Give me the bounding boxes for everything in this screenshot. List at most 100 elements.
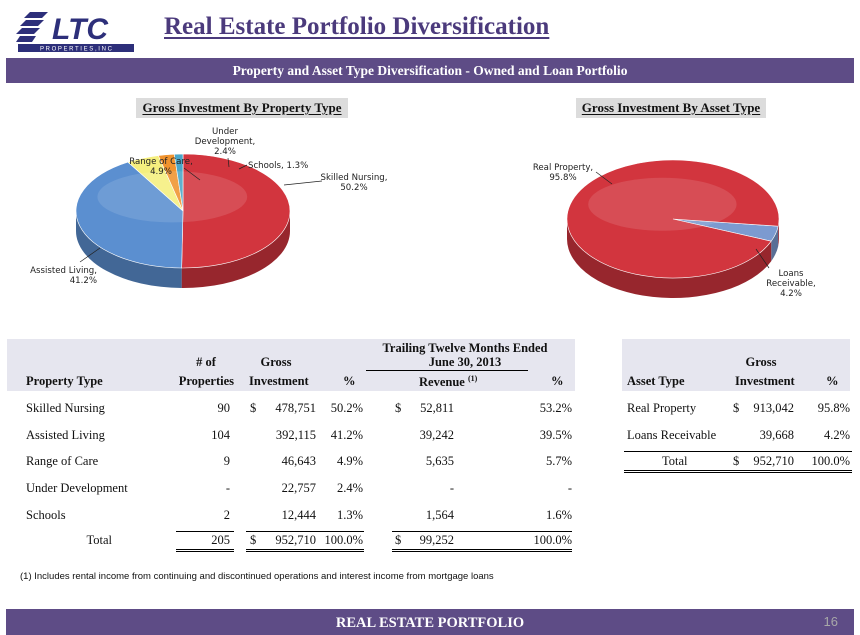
total-rev-dollar: $ [395,533,402,547]
ttm-header: Trailing Twelve Months Ended [382,341,548,355]
row-pct: 41.2% [330,428,363,442]
revenue-header: Revenue (1) [419,374,478,390]
total-count: 205 [211,533,230,547]
logo-stripes [16,12,48,42]
row-revenue: 1,564 [425,508,454,522]
row-investment: 392,115 [275,428,316,442]
asset-row-dollar: $ [733,401,740,415]
rev-pct-header: % [551,374,564,388]
investment-header-1: Gross [260,355,292,369]
row-property-type: Assisted Living [26,428,105,442]
row-rev-pct: 5.7% [545,454,572,468]
row-dollar: $ [250,401,257,415]
row-rev-dollar: $ [395,401,402,415]
ttm-date-header: June 30, 2013 [428,355,502,369]
leader-under-development [227,157,230,168]
leader-assisted-living [79,247,101,263]
row-count: 9 [223,454,230,468]
row-count: 104 [211,428,230,442]
total-label: Total [86,533,112,547]
row-revenue: 5,635 [425,454,454,468]
total-pct: 100.0% [324,533,363,547]
row-property-type: Range of Care [26,454,99,468]
property-type-header: Property Type [26,374,103,388]
leader-schools [238,164,248,170]
label-under-development: Under Development, 2.4% [195,127,256,157]
row-pct: 2.4% [336,481,363,495]
investment-total-rule [246,531,364,532]
row-investment: 478,751 [275,401,316,415]
asset-chart-title: Gross Investment By Asset Type [576,98,766,118]
asset-pct-header: % [826,374,839,388]
row-revenue: 39,242 [419,428,454,442]
asset-row-type: Real Property [627,401,697,415]
subtitle-band: Property and Asset Type Diversification … [6,58,854,83]
ttm-underline [366,370,528,371]
row-pct: 1.3% [336,508,363,522]
asset-total-investment: 952,710 [753,454,794,468]
label-schools: Schools, 1.3% [248,161,308,171]
revenue-double-rule [392,549,572,552]
logo-subtext: P R O P E R T I E S , I N C [40,47,113,53]
leader-range-of-care [183,167,201,181]
property-type-pie-chart: Skilled Nursing, 50.2% Assisted Living, 41.… [30,127,387,288]
asset-total-label: Total [662,454,688,468]
asset-total-rule [624,451,852,452]
row-revenue: - [449,481,454,495]
row-revenue: 52,811 [420,401,454,415]
asset-slice-side-1 [567,219,772,298]
row-rev-pct: 1.6% [545,508,572,522]
total-rev-pct: 100.0% [533,533,572,547]
footer-band: REAL ESTATE PORTFOLIO [6,609,854,635]
count-header-1: # of [196,355,216,369]
asset-row-investment: 39,668 [759,428,794,442]
property-chart-title: Gross Investment By Property Type [136,98,348,118]
label-loans-receivable: Loans Receivable, 4.2% [766,269,816,299]
logo-text: LTC [52,13,109,46]
row-rev-pct: - [567,481,572,495]
asset-row-investment: 913,042 [753,401,794,415]
row-property-type: Schools [26,508,66,522]
row-investment: 12,444 [281,508,316,522]
asset-slice-real-property [566,159,780,279]
property-gloss [97,171,248,223]
leader-skilled-nursing [283,180,323,186]
asset-table-header [622,339,850,391]
investment-double-rule [246,549,364,552]
row-rev-pct: 39.5% [539,428,572,442]
label-real-property: Real Property, 95.8% [533,163,593,183]
asset-gross-header: Gross [745,355,777,369]
count-header-2: Properties [178,374,234,388]
row-count: 90 [217,401,231,415]
investment-header-2: Investment [249,374,309,388]
property-slice-side-0 [181,211,290,288]
page-title: Real Estate Portfolio Diversification [164,13,550,40]
asset-row-type: Loans Receivable [627,428,717,442]
asset-slice-side-0 [771,226,779,262]
row-count: - [225,481,230,495]
label-skilled-nursing: Skilled Nursing, 50.2% [321,173,388,193]
row-pct: 50.2% [330,401,363,415]
page-number: 16 [823,614,838,629]
asset-type-header: Asset Type [627,374,685,388]
label-assisted-living: Assisted Living, 41.2% [30,266,97,286]
leader-loans-receivable [755,248,770,269]
property-slice-skilled-nursing [181,153,291,269]
revenue-total-rule [392,531,572,532]
property-slice-side-1 [76,211,182,288]
asset-gloss [588,177,737,231]
asset-total-pct: 100.0% [811,454,850,468]
asset-row-pct: 4.2% [823,428,850,442]
row-property-type: Under Development [26,481,128,495]
asset-type-pie-chart: Real Property, 95.8% Loans Receivable, 4.2% [533,159,816,299]
row-property-type: Skilled Nursing [26,401,105,415]
asset-double-rule [624,470,852,473]
asset-total-dollar: $ [733,454,740,468]
row-investment: 22,757 [281,481,316,495]
asset-investment-header: Investment [735,374,795,388]
pct-header: % [343,374,356,388]
total-dollar: $ [250,533,257,547]
row-pct: 4.9% [336,454,363,468]
leader-real-property [595,171,613,185]
label-range-of-care: Range of Care, 4.9% [129,157,193,177]
